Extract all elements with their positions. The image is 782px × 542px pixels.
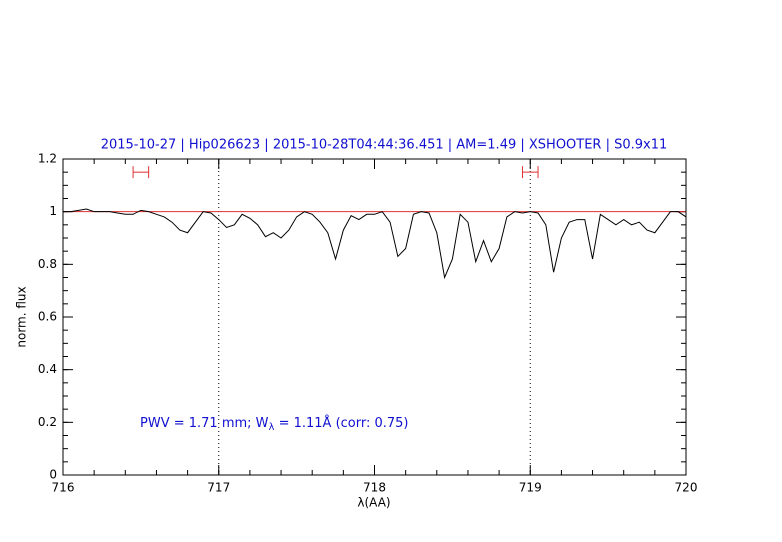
y-tick-label: 0: [49, 468, 57, 482]
y-tick-label: 0.6: [38, 310, 57, 324]
annotation-text: = 1.11Å (corr: 0.75): [274, 415, 408, 431]
annotation-text: PWV = 1.71 mm; W: [140, 416, 269, 431]
annotation: PWV = 1.71 mm; Wλ = 1.11Å (corr: 0.75): [140, 415, 409, 434]
x-tick-label: 719: [519, 481, 542, 495]
y-axis-label: norm. flux: [15, 286, 29, 347]
chart-title: 2015-10-27 | Hip026623 | 2015-10-28T04:4…: [101, 138, 668, 153]
annotation-subscript: λ: [269, 422, 275, 433]
plot-frame: [62, 158, 687, 476]
y-tick-label: 1.2: [38, 152, 57, 166]
x-tick-label: 717: [207, 481, 230, 495]
x-tick-label: 720: [675, 481, 698, 495]
x-tick-label: 718: [363, 481, 386, 495]
spectrum-line: [63, 208, 687, 280]
x-tick-label: 716: [52, 481, 75, 495]
y-tick-label: 1: [49, 204, 57, 218]
y-tick-label: 0.2: [38, 415, 57, 429]
y-tick-label: 0.8: [38, 257, 57, 271]
x-axis-label: λ(AA): [357, 496, 390, 510]
y-tick-label: 0.4: [38, 362, 57, 376]
